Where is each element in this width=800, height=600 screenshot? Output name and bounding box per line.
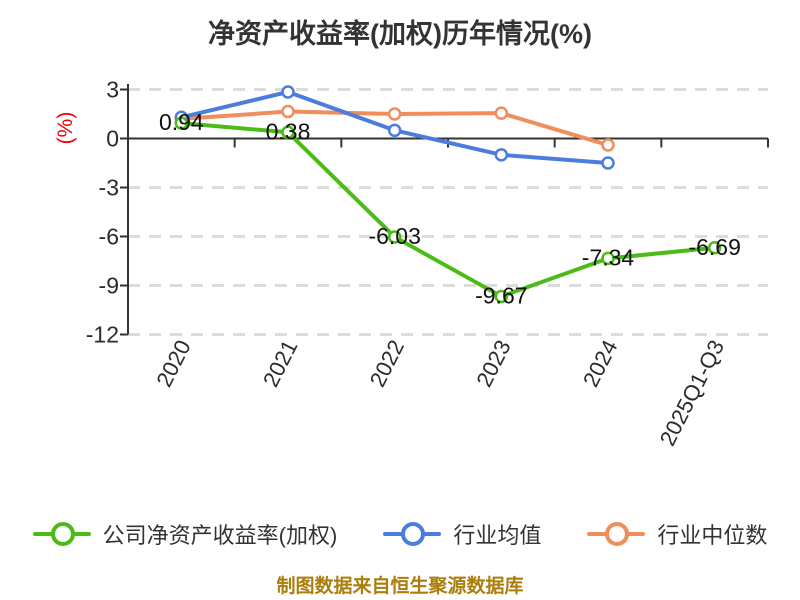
y-axis-tick-label: -3 — [99, 174, 119, 200]
data-point-marker[interactable] — [601, 138, 615, 152]
legend-line-marker-icon — [587, 521, 646, 547]
data-point-label: 0.38 — [266, 118, 311, 144]
data-point-label: -6.69 — [688, 234, 740, 260]
y-axis-tick-label: 3 — [106, 77, 119, 103]
data-point-marker[interactable] — [281, 125, 295, 140]
data-point-label: -7.34 — [582, 244, 635, 270]
x-axis-category-label: 2023 — [471, 336, 515, 391]
legend-line-marker-icon — [383, 521, 442, 547]
data-point-label: -6.03 — [368, 223, 420, 249]
data-point-marker[interactable] — [494, 289, 509, 304]
data-point-marker[interactable] — [707, 241, 722, 255]
data-point-marker[interactable] — [174, 116, 189, 130]
x-axis-category-label: 2021 — [258, 336, 302, 391]
x-axis-category-label: 2024 — [578, 336, 622, 391]
series-line — [179, 121, 717, 299]
data-point-marker[interactable] — [281, 85, 295, 99]
data-point-label: -9.67 — [475, 282, 527, 308]
chart-title: 净资产收益率(加权)历年情况(%) — [208, 19, 592, 49]
y-axis-tick-label: -6 — [99, 223, 119, 249]
legend-item-industry-average[interactable]: 行业均值 — [383, 518, 541, 550]
y-axis-tick-label: -12 — [86, 321, 119, 347]
x-axis-category-label: 2020 — [151, 336, 195, 391]
legend-label-industry-median: 行业中位数 — [657, 523, 768, 548]
y-axis-tick-label: 0 — [106, 126, 119, 152]
y-axis-unit-label: (%) — [54, 112, 77, 145]
data-point-marker[interactable] — [387, 107, 402, 121]
data-point-marker[interactable] — [494, 148, 509, 162]
data-source-note: 制图数据来自恒生聚源数据库 — [276, 576, 524, 597]
data-point-marker[interactable] — [601, 251, 615, 266]
x-axis-category-label: 2022 — [365, 336, 409, 391]
x-axis-category-label: 2025Q1-Q3 — [655, 336, 729, 450]
data-point-marker[interactable] — [494, 106, 509, 120]
data-point-marker[interactable] — [387, 123, 402, 138]
legend-item-industry-median[interactable]: 行业中位数 — [587, 518, 767, 550]
legend-label-industry-average: 行业均值 — [453, 523, 542, 548]
data-point-marker[interactable] — [281, 104, 295, 119]
legend-item-company-roe[interactable]: 公司净资产收益率(加权) — [32, 518, 338, 550]
legend: 公司净资产收益率(加权) 行业均值 行业中位数 — [0, 518, 800, 550]
legend-line-marker-icon — [32, 521, 91, 547]
data-point-marker[interactable] — [387, 230, 402, 244]
legend-label-company-roe: 公司净资产收益率(加权) — [102, 523, 338, 548]
data-point-label: 0.94 — [159, 109, 204, 135]
data-point-marker[interactable] — [601, 156, 615, 170]
y-axis-tick-label: -9 — [99, 272, 119, 298]
